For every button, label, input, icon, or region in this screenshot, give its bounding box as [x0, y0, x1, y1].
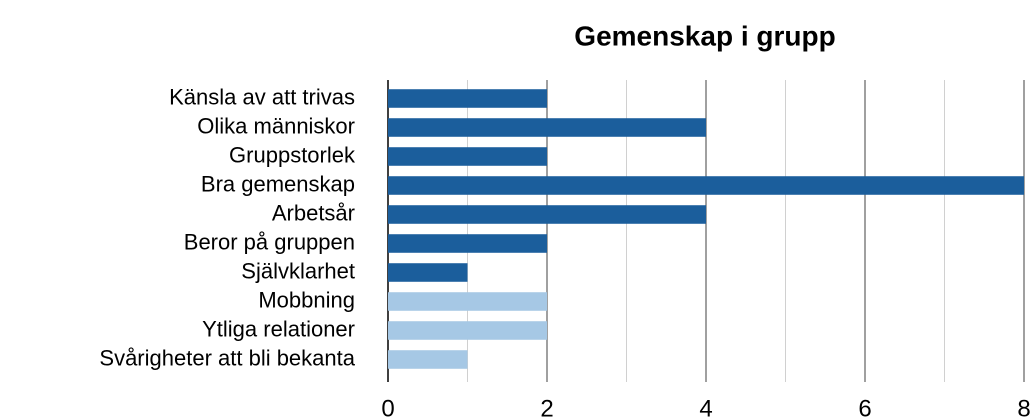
y-tick-label: Arbetsår: [272, 200, 355, 225]
bar: [388, 234, 547, 253]
bar: [388, 176, 1024, 195]
y-tick-label: Bra gemenskap: [201, 171, 355, 196]
x-tick-label: 6: [858, 395, 871, 419]
y-tick-label: Olika människor: [197, 113, 355, 138]
y-tick-label: Ytliga relationer: [202, 316, 355, 341]
bar: [388, 205, 706, 224]
y-tick-label: Känsla av att trivas: [169, 84, 355, 109]
y-tick-label: Svårigheter att bli bekanta: [99, 345, 355, 370]
y-tick-label: Mobbning: [258, 287, 355, 312]
bar: [388, 263, 468, 282]
y-tick-label: Självklarhet: [241, 258, 355, 283]
x-tick-label: 4: [699, 395, 712, 419]
bar: [388, 147, 547, 166]
y-tick-label: Gruppstorlek: [229, 142, 356, 167]
bar: [388, 89, 547, 108]
x-tick-label: 0: [381, 395, 394, 419]
bar: [388, 292, 547, 311]
chart-title: Gemenskap i grupp: [574, 20, 835, 51]
bar: [388, 321, 547, 340]
y-tick-label: Beror på gruppen: [184, 229, 355, 254]
bar: [388, 350, 468, 369]
x-tick-label: 8: [1017, 395, 1030, 419]
bar: [388, 118, 706, 137]
x-tick-label: 2: [540, 395, 553, 419]
